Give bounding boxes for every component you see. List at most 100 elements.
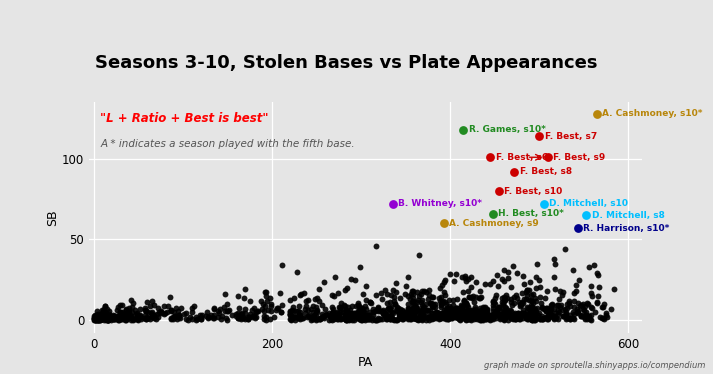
- Point: [456, 313, 467, 319]
- Point: [548, 274, 560, 280]
- Point: [580, 309, 592, 315]
- Point: [284, 310, 296, 316]
- Point: [573, 277, 585, 283]
- Point: [584, 264, 595, 270]
- Point: [503, 313, 515, 319]
- Point: [496, 276, 508, 282]
- Point: [466, 309, 478, 315]
- Point: [314, 316, 325, 322]
- Point: [487, 298, 498, 304]
- Point: [393, 316, 404, 322]
- Point: [371, 243, 382, 249]
- Point: [301, 314, 312, 320]
- Point: [249, 315, 260, 321]
- Point: [468, 309, 480, 315]
- Point: [429, 304, 441, 310]
- Point: [525, 315, 536, 321]
- Point: [387, 316, 399, 322]
- Point: [403, 305, 414, 311]
- Point: [424, 300, 436, 306]
- Point: [91, 315, 102, 321]
- Point: [553, 311, 564, 317]
- Point: [381, 312, 392, 318]
- Point: [564, 316, 575, 322]
- Point: [91, 312, 103, 318]
- Point: [394, 311, 405, 317]
- Point: [318, 315, 329, 321]
- Point: [592, 111, 603, 117]
- Point: [232, 315, 244, 321]
- Point: [545, 310, 556, 316]
- Point: [580, 312, 591, 318]
- Point: [466, 295, 478, 301]
- Point: [374, 308, 386, 314]
- Point: [525, 302, 536, 308]
- Point: [120, 306, 132, 312]
- Point: [441, 305, 453, 311]
- Point: [345, 312, 356, 318]
- Point: [459, 316, 471, 322]
- Point: [469, 306, 481, 312]
- Text: F. Best, s10: F. Best, s10: [505, 187, 563, 196]
- Point: [120, 317, 131, 323]
- Point: [379, 311, 390, 317]
- Point: [121, 310, 133, 316]
- Point: [498, 267, 509, 273]
- Point: [148, 303, 160, 309]
- Point: [540, 308, 552, 314]
- Point: [208, 306, 220, 312]
- Point: [95, 314, 106, 320]
- Point: [404, 313, 416, 319]
- Point: [476, 312, 487, 318]
- Point: [527, 304, 538, 310]
- Point: [496, 295, 508, 301]
- Point: [195, 316, 207, 322]
- Point: [299, 310, 310, 316]
- Point: [306, 316, 317, 322]
- Point: [481, 313, 492, 319]
- Point: [367, 306, 379, 312]
- Point: [92, 314, 103, 320]
- Point: [555, 303, 566, 309]
- Point: [155, 308, 167, 314]
- Point: [207, 315, 219, 321]
- Text: R. Games, s10*: R. Games, s10*: [469, 125, 545, 134]
- Point: [391, 317, 402, 323]
- Point: [335, 305, 347, 311]
- Point: [124, 312, 135, 318]
- Point: [133, 317, 144, 323]
- Point: [99, 303, 111, 309]
- Point: [491, 315, 502, 321]
- Point: [90, 317, 101, 323]
- Point: [460, 300, 471, 306]
- Point: [368, 312, 379, 318]
- Point: [165, 307, 176, 313]
- Point: [502, 309, 513, 315]
- Point: [463, 316, 475, 322]
- Point: [548, 306, 560, 312]
- Point: [462, 316, 473, 322]
- Point: [409, 315, 421, 321]
- Point: [540, 305, 552, 311]
- Point: [98, 306, 110, 312]
- Point: [488, 311, 500, 317]
- Point: [409, 314, 420, 320]
- Point: [135, 316, 146, 322]
- Point: [120, 307, 131, 313]
- Point: [169, 313, 180, 319]
- Point: [289, 314, 300, 320]
- Point: [97, 313, 108, 319]
- Point: [290, 308, 302, 314]
- Point: [102, 317, 113, 323]
- Point: [451, 306, 462, 312]
- Point: [462, 316, 473, 322]
- Point: [423, 307, 434, 313]
- Point: [108, 312, 119, 318]
- Point: [363, 312, 374, 318]
- Point: [93, 317, 104, 323]
- Point: [481, 306, 493, 312]
- Point: [124, 313, 135, 319]
- Point: [356, 317, 368, 323]
- Point: [342, 309, 354, 315]
- Point: [221, 317, 232, 323]
